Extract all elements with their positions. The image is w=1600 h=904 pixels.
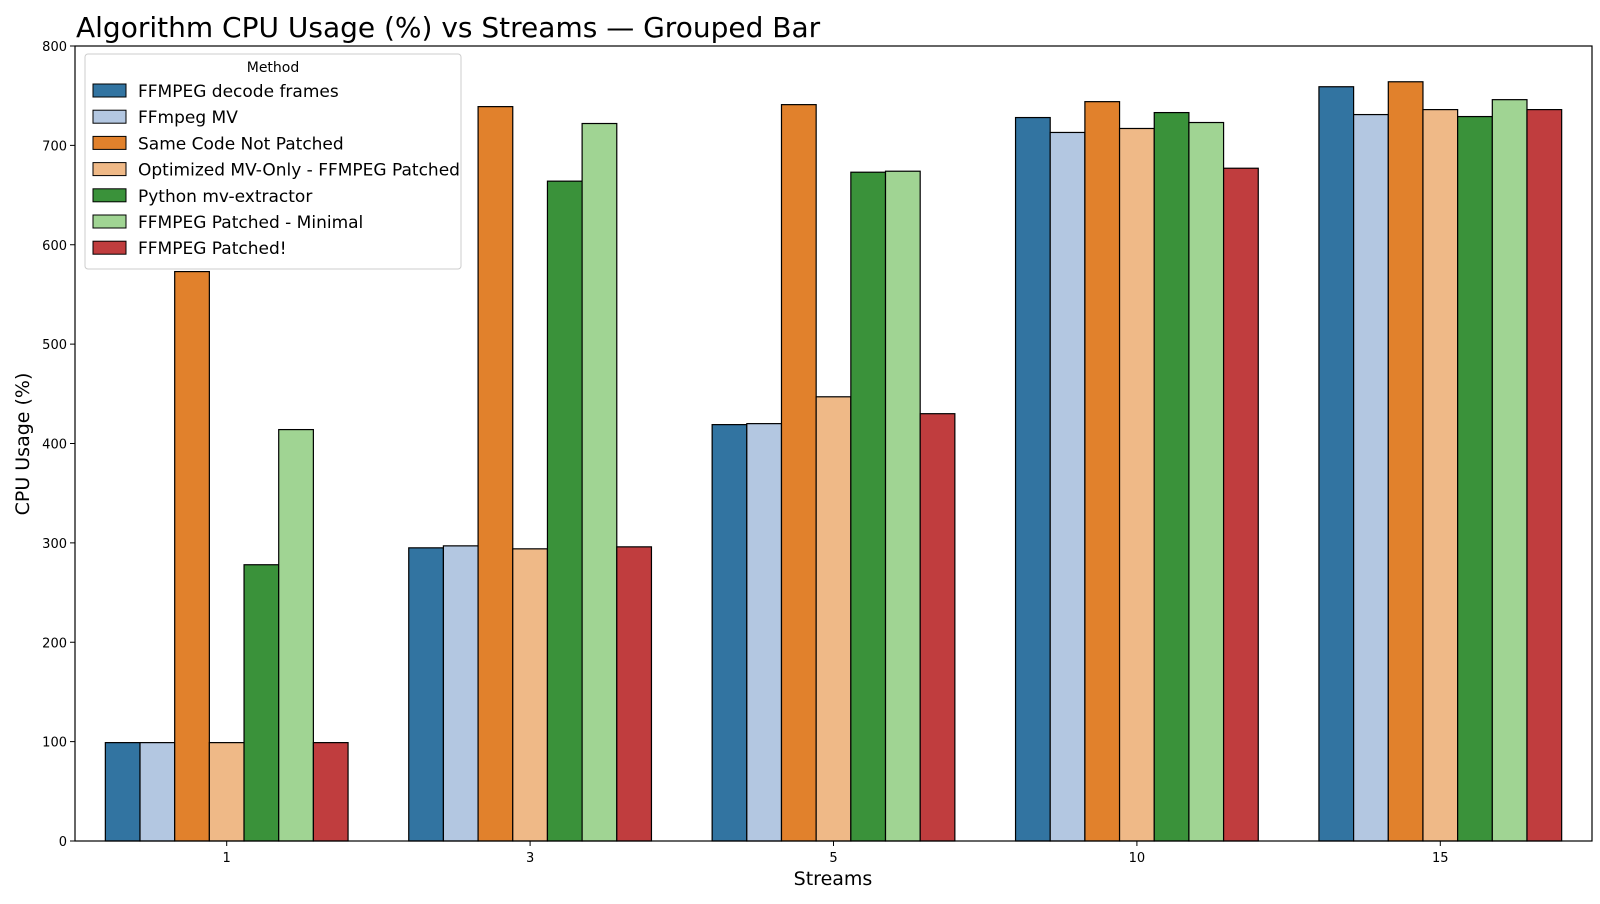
- y-tick-label: 100: [42, 736, 67, 751]
- legend-swatch: [92, 162, 127, 177]
- bar: [850, 171, 887, 842]
- y-axis-label: CPU Usage (%): [12, 373, 34, 516]
- bar: [208, 742, 245, 842]
- bar: [312, 742, 349, 842]
- y-tick-label: 200: [42, 636, 67, 651]
- legend-entry-label: Optimized MV-Only - FFMPEG Patched: [138, 161, 460, 181]
- bar: [1222, 167, 1259, 842]
- bar: [884, 170, 921, 842]
- bar: [174, 270, 210, 842]
- legend-entry-label: FFMPEG Patched - Minimal: [138, 213, 363, 233]
- legend-title: Method: [247, 60, 300, 76]
- bar: [1049, 131, 1086, 842]
- x-tick-label: 15: [1432, 851, 1449, 866]
- bar: [408, 547, 445, 842]
- legend-box: [84, 53, 462, 270]
- bar: [1491, 99, 1528, 842]
- bar: [1387, 81, 1424, 842]
- bar: [546, 180, 583, 842]
- bar: [1084, 101, 1121, 842]
- x-tick-label: 5: [829, 851, 837, 866]
- x-axis-label: Streams: [794, 868, 873, 890]
- y-tick-label: 400: [42, 438, 67, 453]
- bar: [1318, 86, 1355, 842]
- y-tick-label: 600: [42, 239, 67, 254]
- y-tick-label: 500: [42, 338, 67, 353]
- bar: [1014, 116, 1051, 842]
- bar: [919, 413, 956, 842]
- bar: [1422, 108, 1459, 842]
- bar: [1457, 115, 1493, 842]
- bar: [139, 742, 176, 842]
- bar: [243, 564, 280, 842]
- bar: [278, 428, 314, 842]
- bar: [711, 424, 748, 842]
- legend-swatch: [92, 214, 127, 229]
- x-tick-label: 3: [526, 851, 534, 866]
- legend-entry-label: Python mv-extractor: [138, 187, 312, 207]
- chart-title: Algorithm CPU Usage (%) vs Streams — Gro…: [76, 11, 821, 44]
- x-tick-label: 1: [223, 851, 231, 866]
- legend-swatch: [92, 135, 127, 150]
- bar: [512, 548, 549, 842]
- bar: [442, 545, 479, 842]
- legend-swatch: [92, 188, 127, 203]
- legend-entry-label: FFMPEG Patched!: [138, 239, 287, 259]
- legend-entry-label: Same Code Not Patched: [138, 134, 344, 154]
- bar: [104, 742, 141, 842]
- legend-swatch: [92, 83, 127, 98]
- bar: [477, 106, 514, 842]
- y-tick-label: 300: [42, 537, 67, 552]
- bar: [780, 104, 817, 842]
- legend-entry-label: FFmpeg MV: [138, 108, 238, 128]
- y-tick-label: 800: [42, 40, 67, 55]
- x-tick-label: 10: [1129, 851, 1146, 866]
- bar: [1153, 111, 1190, 842]
- bar: [1118, 127, 1155, 842]
- plot-area: 0 100 200 300 400 500 600 700 800 1 3 5 10 15: [42, 40, 1593, 866]
- bar: [616, 546, 653, 842]
- y-tick-label: 700: [42, 139, 67, 154]
- y-tick-label: 0: [59, 835, 67, 850]
- bar: [815, 396, 852, 842]
- bar: [581, 122, 618, 842]
- bar: [746, 423, 783, 842]
- legend-swatch: [92, 109, 127, 124]
- bar: [1188, 121, 1225, 842]
- bar: [1526, 108, 1563, 842]
- bar: [1353, 113, 1389, 842]
- legend: Method FFMPEG decode frames FFmpeg MV Same …: [84, 53, 462, 270]
- legend-swatch: [92, 240, 127, 255]
- legend-entry-label: FFMPEG decode frames: [138, 82, 339, 102]
